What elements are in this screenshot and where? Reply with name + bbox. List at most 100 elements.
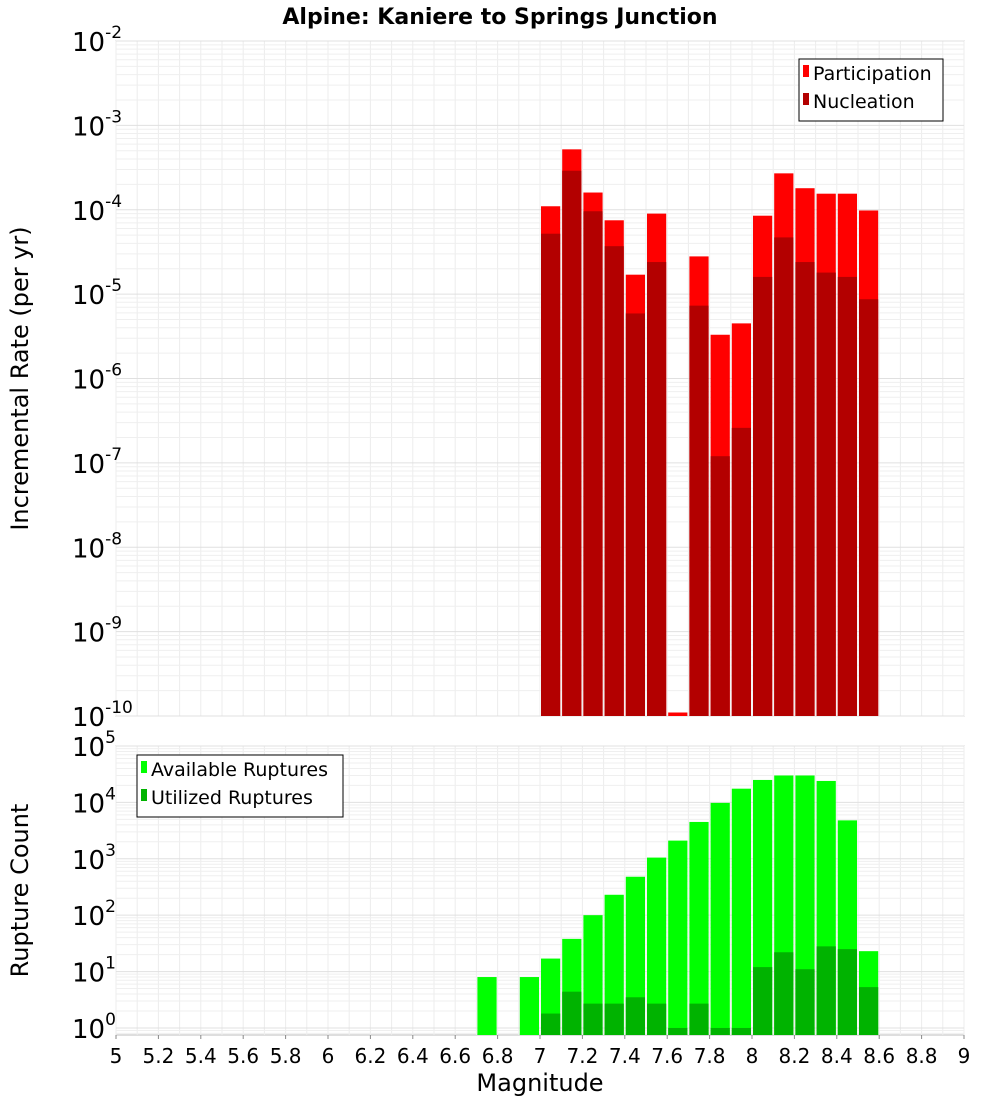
x-ticks: 5 5.2 5.4 5.6 5.8 6 6.2 6.4 6.6 6.8 7 7.2 7.4 7.6 7.8 8…	[110, 1035, 971, 1068]
bar	[477, 977, 497, 1035]
y-tick-label: 103	[72, 841, 116, 876]
bar	[668, 840, 688, 1035]
bar	[689, 305, 709, 716]
x-axis-label: Magnitude	[476, 1069, 603, 1097]
x-tick-label: 5.8	[270, 1044, 302, 1068]
bar	[837, 276, 857, 716]
x-tick-label: 7.8	[694, 1044, 726, 1068]
panel-2: 100 101 102 103 104 105 Rupture Count Available…	[6, 728, 970, 1097]
x-tick-label: 7.6	[651, 1044, 683, 1068]
bar	[710, 1027, 730, 1035]
bar	[625, 313, 645, 716]
legend-swatch	[141, 789, 147, 801]
y-tick-label: 10-8	[72, 529, 122, 564]
series-utilized-ruptures	[541, 946, 879, 1035]
x-tick-label: 5.4	[185, 1044, 217, 1068]
y-tick-label: 102	[72, 897, 116, 932]
gridlines	[115, 40, 965, 717]
bar	[795, 969, 815, 1035]
y-tick-label: 10-4	[72, 192, 122, 227]
bar	[710, 456, 730, 716]
x-tick-label: 6.2	[354, 1044, 386, 1068]
bar	[774, 237, 794, 716]
bar	[541, 1013, 561, 1035]
y-tick-label: 10-7	[72, 445, 122, 480]
y-tick-label: 10-9	[72, 614, 122, 649]
y-tick-label: 100	[72, 1010, 116, 1045]
bar	[541, 233, 561, 716]
legend-label: Participation	[813, 63, 932, 85]
y-tick-label: 10-6	[72, 361, 122, 396]
y-axis-label: Rupture Count	[6, 804, 34, 978]
y-axis-label: Incremental Rate (per yr)	[6, 226, 34, 530]
bar	[668, 1027, 688, 1035]
bar	[647, 857, 667, 1035]
bar	[731, 1027, 751, 1035]
bar	[647, 262, 667, 716]
bar	[625, 876, 645, 1035]
y-tick-label: 10-3	[72, 107, 122, 142]
bar	[795, 262, 815, 716]
legend: Participation Nucleation	[798, 58, 944, 122]
bar	[731, 788, 751, 1035]
y-tick-label: 10-10	[72, 698, 133, 733]
bar	[647, 1003, 667, 1035]
y-tick-label: 10-5	[72, 276, 122, 311]
bar	[604, 246, 624, 716]
bar	[859, 987, 879, 1035]
x-tick-label: 7.4	[609, 1044, 641, 1068]
chart-title: Alpine: Kaniere to Springs Junction	[282, 5, 717, 30]
x-tick-label: 8.4	[821, 1044, 853, 1068]
bar	[816, 272, 836, 716]
legend-swatch	[803, 93, 809, 105]
bar	[604, 894, 624, 1035]
bar	[710, 802, 730, 1035]
x-tick-label: 8.8	[906, 1044, 938, 1068]
bar	[583, 1003, 603, 1035]
x-tick-label: 6	[322, 1044, 335, 1068]
bar	[837, 949, 857, 1035]
legend-box	[798, 58, 944, 122]
y-tick-label: 10-2	[72, 23, 122, 58]
bar	[859, 299, 879, 716]
x-tick-label: 5.6	[227, 1044, 259, 1068]
legend: Available Ruptures Utilized Ruptures	[136, 754, 344, 818]
bar	[731, 427, 751, 716]
x-tick-label: 6.6	[439, 1044, 471, 1068]
x-tick-label: 9	[958, 1044, 971, 1068]
x-tick-label: 6.4	[397, 1044, 429, 1068]
bar	[753, 276, 773, 716]
bar	[562, 991, 582, 1035]
bar	[562, 170, 582, 716]
panel-1: 10-10 10-9 10-8 10-7 10-6 10-5 10-4 10-3 10-2 Inc…	[6, 5, 965, 733]
bar	[668, 712, 688, 716]
bar	[753, 967, 773, 1035]
legend-label: Available Ruptures	[151, 759, 328, 781]
bar	[625, 997, 645, 1035]
y-tick-label: 104	[72, 784, 116, 819]
bar	[689, 1003, 709, 1035]
bar	[604, 1003, 624, 1035]
x-tick-label: 8.2	[778, 1044, 810, 1068]
x-tick-label: 6.8	[482, 1044, 514, 1068]
bar	[774, 952, 794, 1035]
legend-swatch	[141, 761, 147, 773]
x-tick-label: 8	[746, 1044, 759, 1068]
y-tick-label: 105	[72, 728, 116, 763]
x-tick-label: 7.2	[566, 1044, 598, 1068]
bar	[519, 977, 539, 1035]
bar	[816, 946, 836, 1035]
x-tick-label: 7	[534, 1044, 547, 1068]
legend-swatch	[803, 65, 809, 77]
y-tick-label: 101	[72, 954, 116, 989]
bar	[689, 821, 709, 1035]
x-tick-label: 5.2	[142, 1044, 174, 1068]
x-tick-label: 5	[110, 1044, 123, 1068]
series-nucleation	[541, 170, 879, 717]
bar	[583, 211, 603, 717]
legend-label: Nucleation	[813, 91, 915, 113]
x-tick-label: 8.6	[863, 1044, 895, 1068]
legend-box	[136, 754, 344, 818]
